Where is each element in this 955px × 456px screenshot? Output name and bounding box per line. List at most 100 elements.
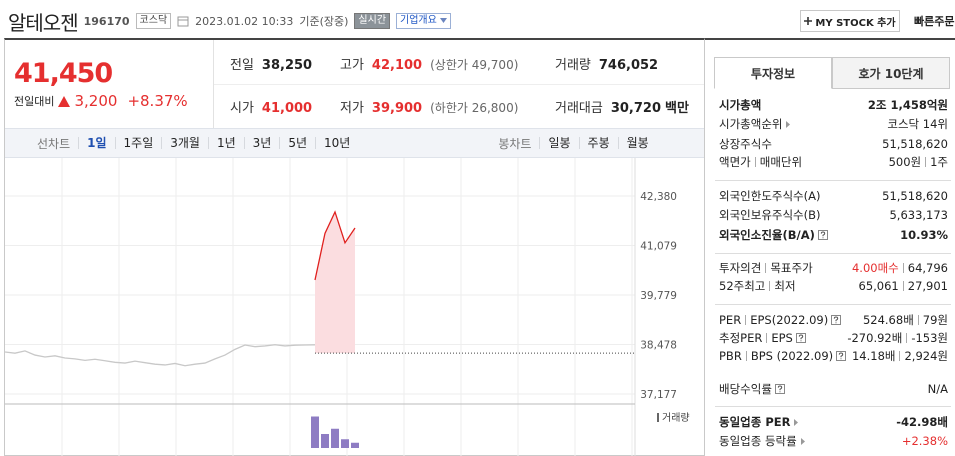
arrow-icon [786, 120, 791, 128]
help-icon [774, 384, 785, 394]
period-tab[interactable]: 3개월 [161, 137, 208, 149]
realtime-badge[interactable]: 실시간 [354, 13, 391, 29]
invest-label: 액면가 매매단위 [719, 154, 802, 170]
summary-item: 시가 41,000 [230, 97, 312, 116]
invest-label: 외국인한도주식수(A) [719, 188, 820, 204]
label-part: 투자의견 [719, 261, 762, 275]
separator [899, 351, 901, 361]
label-part: 매매단위 [759, 155, 803, 169]
invest-tab[interactable]: 호가 10단계 [832, 57, 950, 89]
invest-label: 상장주식수 [719, 136, 772, 152]
mystock-button[interactable]: MY STOCK 추가 [800, 10, 900, 32]
summary-item: 전일 38,250 [230, 54, 312, 73]
period-tab[interactable]: 5년 [279, 137, 315, 149]
date: 2023.01.02 10:33 [195, 14, 294, 28]
volume-bar [331, 428, 339, 448]
value-part: -153원 [911, 331, 948, 345]
change-label: 전일대비 [14, 95, 55, 108]
summary-label: 거래량 [555, 58, 591, 73]
value-part: 79원 [922, 313, 948, 327]
summary-value: 41,000 [261, 101, 313, 116]
label-part: 52주최고 [719, 279, 766, 293]
value-part: 27,901 [907, 279, 948, 293]
invest-row: 추정PER EPS -270.92배 -153원 [719, 330, 948, 346]
help-icon [795, 333, 806, 343]
dropdown-icon [440, 18, 448, 23]
y-tick-label: 42,380 [640, 191, 677, 203]
quick-order[interactable]: 빠른주문 [914, 15, 955, 28]
period-tab[interactable]: 10년 [315, 137, 358, 149]
invest-row: 52주최고 최저 65,061 27,901 [719, 278, 948, 294]
value-part: 2조 1,458억원 [867, 98, 948, 112]
invest-value: N/A [928, 382, 948, 396]
invest-row: 상장주식수 51,518,620 [719, 136, 948, 152]
summary-value: 30,720 [610, 101, 662, 116]
tab-group-label: 선차트 [37, 136, 71, 151]
summary-value: 39,900 [371, 101, 423, 116]
plus-icon [804, 17, 813, 25]
value-part: 51,518,620 [882, 189, 948, 203]
invest-row: 외국인보유주식수(B) 5,633,173 [719, 207, 948, 223]
invest-label: 52주최고 최저 [719, 278, 796, 294]
label-part: 배당수익률 [719, 382, 772, 396]
label-part: 동일업종 등락률 [719, 434, 797, 448]
volume-title: 거래량 [662, 412, 690, 424]
separator [754, 157, 756, 167]
invest-value: 65,061 27,901 [859, 279, 949, 293]
label-part: 액면가 [719, 155, 751, 169]
value-part: 65,061 [858, 279, 899, 293]
arrow-shape [800, 437, 805, 445]
calendar-icon [177, 16, 189, 27]
invest-row: 시가총액순위 코스닥 14위 [719, 116, 948, 132]
period-tab[interactable]: 1주일 [114, 137, 162, 149]
invest-label: 시가총액순위 [719, 116, 792, 132]
company-menu-label: 기업개요 [400, 15, 437, 26]
value-part: 500원 [888, 155, 922, 169]
invest-label: 시가총액 [719, 97, 761, 113]
period-tab[interactable]: 1일 [78, 137, 114, 149]
candle-tab[interactable]: 주봉 [578, 137, 618, 149]
value-part: 14.18배 [851, 349, 896, 363]
summary-label: 고가 [340, 58, 364, 73]
price-line [5, 344, 316, 367]
summary-item: 거래량 746,052 [555, 54, 658, 73]
label-part: EPS [771, 331, 793, 345]
volume-bar [321, 434, 329, 448]
volume-legend-icon [657, 413, 659, 422]
volume-bar [341, 439, 349, 448]
summary-value: 42,100 [371, 58, 423, 73]
separator [925, 157, 927, 167]
invest-value: 14.18배 2,924원 [852, 348, 948, 364]
label-part: 최저 [774, 279, 796, 293]
summary-label: 시가 [230, 101, 254, 116]
candle-tab[interactable]: 월봉 [617, 137, 657, 149]
basis: 기준(장중) [299, 15, 349, 28]
candle-tab[interactable]: 일봉 [539, 137, 578, 149]
summary-item: 저가 39,900 (하한가 26,800) [340, 97, 518, 116]
invest-label: 투자의견 목표주가 [719, 260, 813, 276]
company-menu[interactable]: 기업개요 [396, 13, 452, 29]
y-tick-label: 39,779 [640, 290, 677, 302]
label-part: EPS(2022.09) [750, 313, 829, 327]
invest-value: 5,633,173 [889, 208, 948, 222]
invest-row: 외국인소진율(B/A) 10.93% [719, 227, 948, 243]
value-part: +2.38% [901, 434, 948, 448]
value-part: 코스닥 14위 [887, 117, 948, 131]
value-part: 10.93% [900, 228, 948, 242]
value-part: 51,518,620 [882, 137, 948, 151]
summary-item: 거래대금 30,720 백만 [555, 97, 689, 116]
help-icon [836, 351, 847, 361]
invest-value: 51,518,620 [882, 189, 948, 203]
period-tab[interactable]: 1년 [207, 137, 244, 149]
tab-group-label: 봉차트 [498, 136, 532, 151]
price-chart: 42,380 41,079 39,779 38,478 37,177 거래량 [5, 158, 690, 456]
summary-item: 고가 42,100 (상한가 49,700) [340, 54, 518, 73]
invest-tab[interactable]: 투자정보 [714, 57, 832, 89]
invest-label: 외국인소진율(B/A) [719, 227, 828, 243]
period-tab[interactable]: 3년 [243, 137, 280, 149]
invest-value: 500원 1주 [889, 154, 948, 170]
invest-label: PER EPS(2022.09) [719, 313, 842, 327]
separator [902, 263, 904, 273]
invest-value: -270.92배 -153원 [847, 330, 948, 346]
